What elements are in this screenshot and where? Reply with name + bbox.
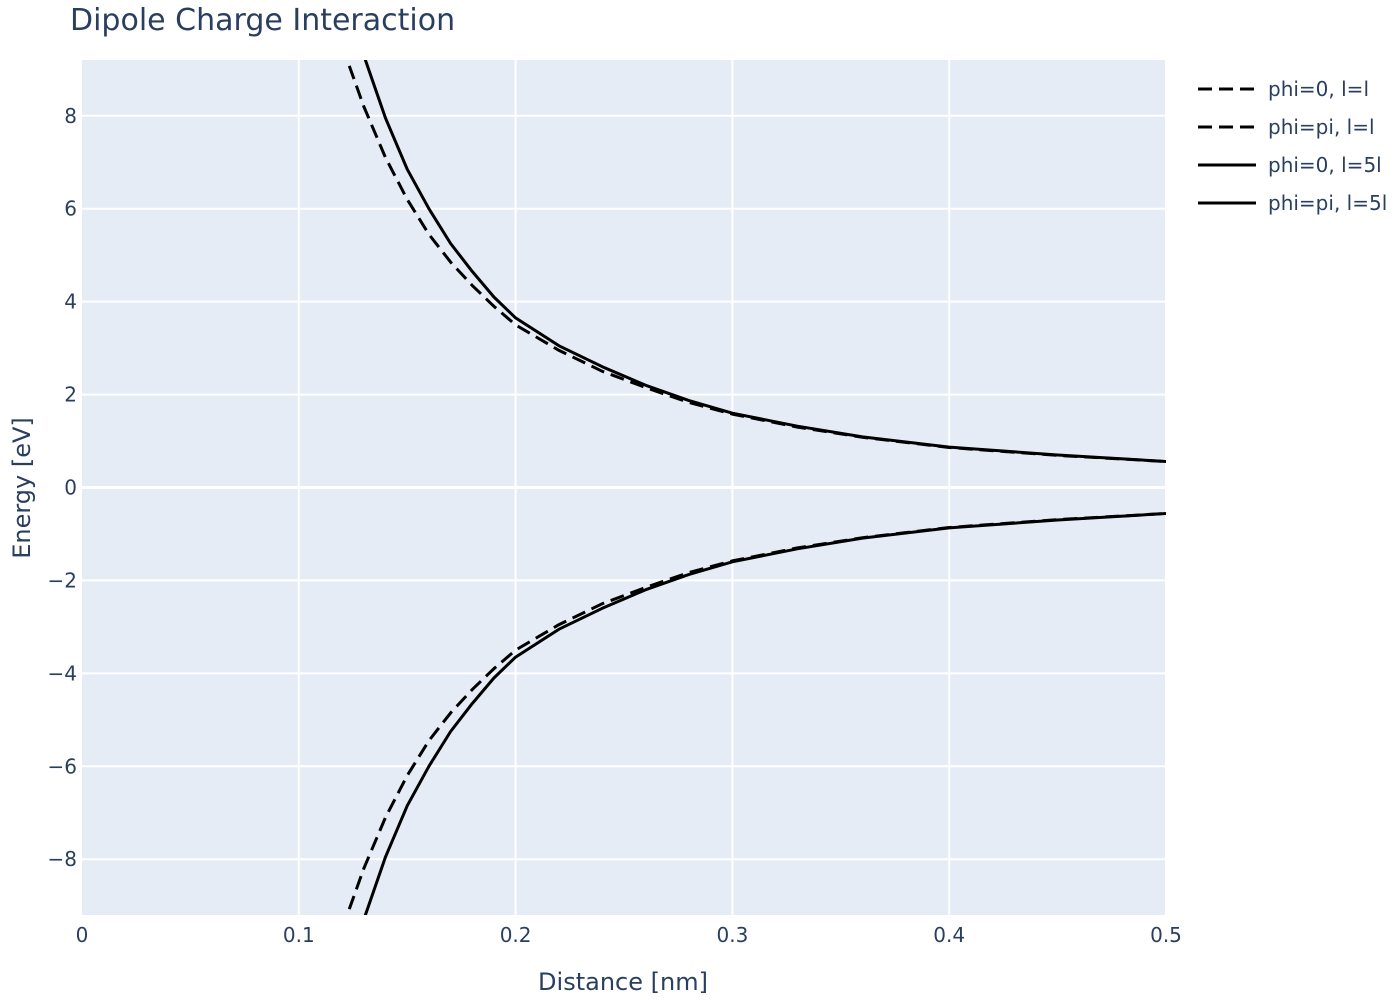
y-tick-label: −2 — [48, 568, 77, 592]
chart-title: Dipole Charge Interaction — [70, 3, 455, 38]
legend[interactable]: phi=0, l=l phi=pi, l=l phi=0, l=5l phi=pi, … — [1198, 77, 1387, 215]
y-tick-label: −4 — [48, 661, 77, 685]
legend-label: phi=0, l=l — [1268, 77, 1369, 101]
series-line-4 — [363, 512, 1166, 915]
legend-item[interactable]: phi=0, l=l — [1198, 77, 1369, 101]
legend-label: phi=0, l=5l — [1268, 153, 1382, 177]
legend-item[interactable]: phi=pi, l=5l — [1198, 191, 1387, 215]
y-tick-label: 6 — [64, 197, 77, 221]
legend-label: phi=pi, l=5l — [1268, 191, 1387, 215]
legend-label: phi=pi, l=l — [1268, 115, 1375, 139]
y-tick-label: −6 — [48, 754, 77, 778]
x-tick-label: 0 — [76, 923, 89, 947]
x-tick-labels: 0 0.1 0.2 0.3 0.4 0.5 — [76, 923, 1182, 947]
legend-item[interactable]: phi=0, l=5l — [1198, 153, 1382, 177]
legend-item[interactable]: phi=pi, l=l — [1198, 115, 1375, 139]
y-axis-label: Energy [eV] — [8, 417, 36, 559]
series-line-3 — [363, 60, 1166, 463]
x-tick-label: 0.5 — [1150, 923, 1182, 947]
grid-lines — [82, 60, 1167, 915]
x-tick-label: 0.4 — [933, 923, 965, 947]
y-tick-label: 8 — [64, 104, 77, 128]
x-axis-label: Distance [nm] — [538, 968, 708, 996]
x-tick-label: 0.1 — [283, 923, 315, 947]
y-tick-label: 0 — [64, 476, 77, 500]
y-tick-label: 2 — [64, 383, 77, 407]
y-tick-labels: −8 −6 −4 −2 0 2 4 6 8 — [48, 104, 77, 871]
y-tick-label: −8 — [48, 847, 77, 871]
x-tick-label: 0.3 — [716, 923, 748, 947]
series-lines — [345, 60, 1166, 915]
y-tick-label: 4 — [64, 290, 77, 314]
x-tick-label: 0.2 — [500, 923, 532, 947]
